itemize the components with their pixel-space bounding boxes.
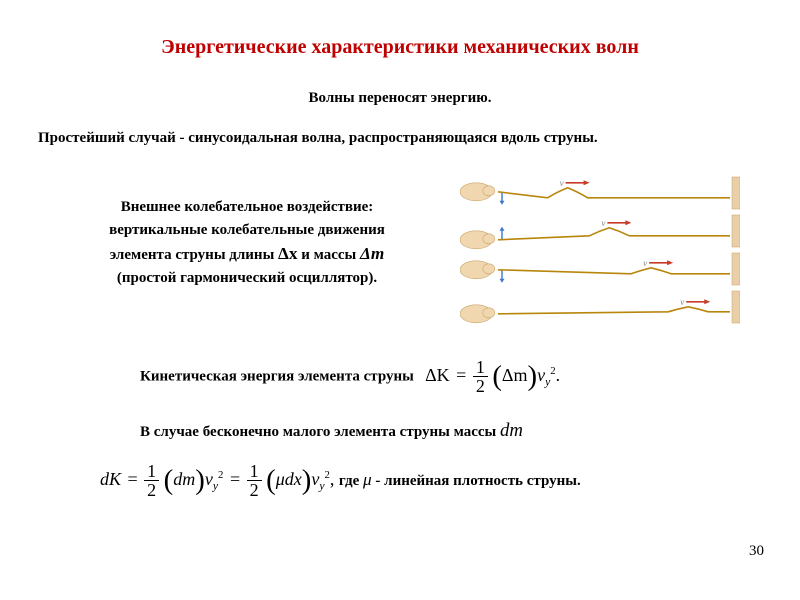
svg-text:v: v — [560, 178, 564, 188]
v-symbol-2: v — [205, 469, 213, 489]
page-number: 30 — [749, 543, 764, 560]
svg-text:v: v — [601, 218, 605, 228]
svg-text:v: v — [643, 258, 647, 268]
dot-1: . — [556, 365, 561, 385]
inf-text: В случае бесконечно малого элемента стру… — [140, 424, 500, 440]
mu-note-a: где — [339, 473, 363, 489]
desc-line4: (простой гармонический осциллятор). — [117, 270, 377, 286]
inf-dm: dm — [500, 420, 523, 441]
deltaK-symbol: ΔK — [425, 365, 450, 385]
rparen-1: ) — [527, 360, 537, 392]
mu-symbol: μ — [363, 470, 372, 489]
mudx-symbol: μdx — [276, 469, 302, 489]
mu-note-b: - линейная плотность струны. — [372, 473, 581, 489]
svg-text:v: v — [680, 297, 684, 307]
kinetic-label: Кинетическая энергия элемента струны — [140, 369, 414, 385]
string-wave-diagram: v v v v — [460, 175, 740, 325]
comma-1: , — [330, 469, 335, 489]
dK-formula: dK = 12 (dm)vy2 = 12 (μdx)vy2, — [100, 469, 339, 489]
rparen-3: ) — [302, 464, 312, 496]
vsub-2: y — [213, 479, 218, 492]
desc-line3b: и массы — [297, 247, 360, 263]
lparen-2: ( — [164, 464, 174, 496]
subtitle: Волны переносят энергию. — [0, 90, 800, 107]
kinetic-formula: ΔK = 12 (Δm)vy2. — [425, 365, 560, 385]
frac-half-2: 12 — [144, 462, 159, 499]
vsub-3: y — [319, 479, 324, 492]
slide-title: Энергетические характеристики механическ… — [0, 36, 800, 59]
dm-symbol-2: dm — [173, 469, 195, 489]
infinitesimal-line: В случае бесконечно малого элемента стру… — [140, 420, 523, 442]
desc-dx: Δx — [278, 244, 297, 263]
frac-half-1: 12 — [473, 358, 488, 395]
eq3: = — [228, 469, 242, 489]
desc-dm: Δm — [360, 244, 384, 263]
description-block: Внешнее колебательное воздействие: верти… — [82, 196, 412, 289]
dK-formula-line: dK = 12 (dm)vy2 = 12 (μdx)vy2, где μ - л… — [100, 462, 581, 499]
frac-half-3: 12 — [247, 462, 262, 499]
lparen-3: ( — [266, 464, 276, 496]
mu-note: где μ - линейная плотность струны. — [339, 473, 581, 489]
slide: Энергетические характеристики механическ… — [0, 0, 800, 600]
v-symbol-1: v — [537, 365, 545, 385]
dK-symbol: dK — [100, 469, 121, 489]
vsub-1: y — [545, 375, 550, 388]
rparen-2: ) — [195, 464, 205, 496]
case-line: Простейший случай - синусоидальная волна… — [38, 130, 800, 147]
dm-symbol-1: Δm — [502, 365, 528, 385]
eq2: = — [126, 469, 140, 489]
desc-line2: вертикальные колебательные движения — [109, 222, 385, 238]
desc-line1: Внешнее колебательное воздействие: — [121, 199, 374, 215]
desc-line3a: элемента струны длины — [110, 247, 278, 263]
eq1: = — [454, 365, 468, 385]
kinetic-energy-line: Кинетическая энергия элемента струны ΔK … — [140, 358, 560, 395]
sup-2: 2 — [218, 469, 223, 481]
lparen-1: ( — [492, 360, 502, 392]
